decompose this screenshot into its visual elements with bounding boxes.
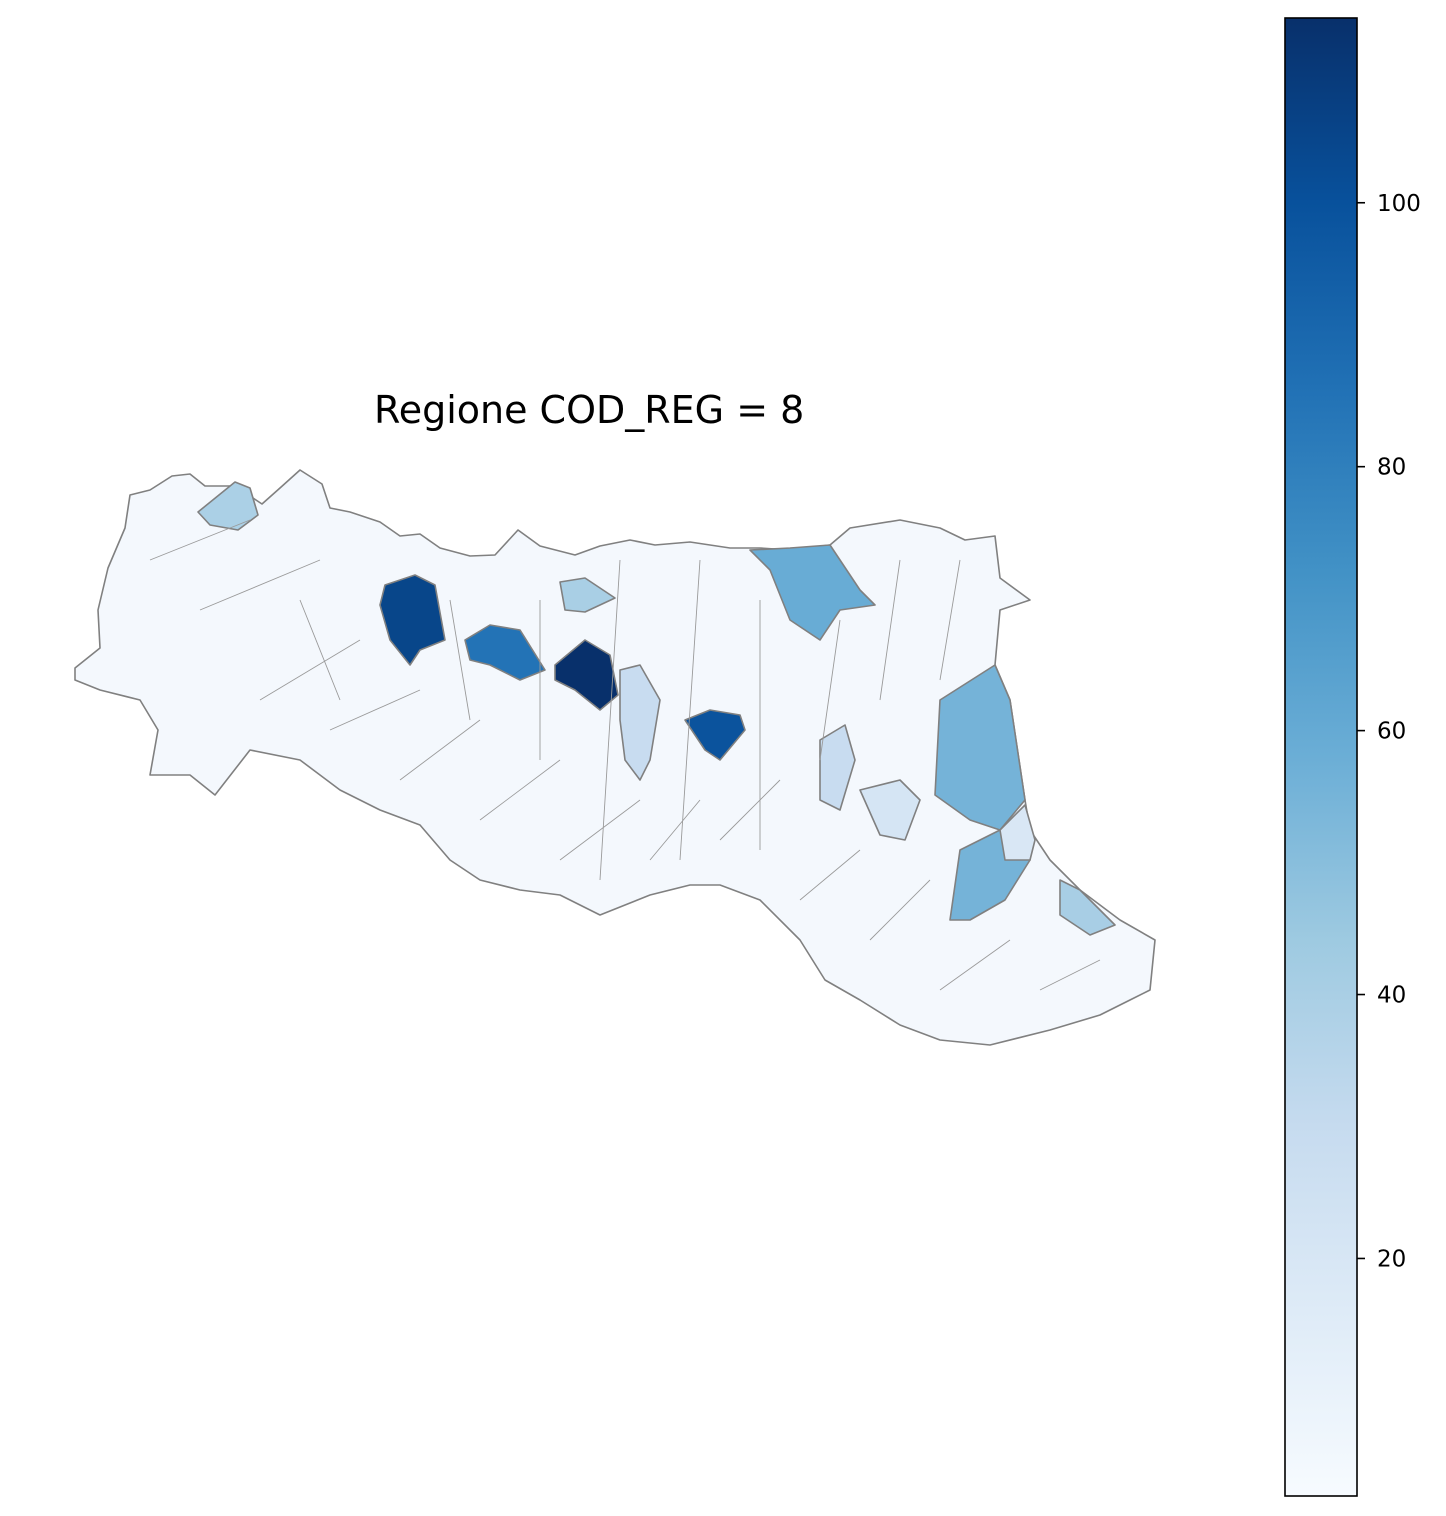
municipality-borders [149,519,1101,991]
colorbar-tick-label: 20 [1377,1246,1406,1272]
region-mid-5 [999,804,1036,861]
colorbar-tick-label: 60 [1377,719,1406,745]
region-reggio [379,574,446,666]
region-base [74,469,1156,1046]
colorbar-tick-label: 100 [1377,191,1421,217]
region-coast-east [934,664,1026,831]
map-title: Regione COD_REG = 8 [374,388,805,432]
region-modena [464,624,546,681]
colorbar-ticks: 20 40 60 80 100 [1357,191,1421,1272]
region-parma-north [197,481,259,531]
region-mid-4 [859,779,921,841]
region-mid-3 [819,724,856,811]
region-mid-2 [619,664,661,781]
region-mid-1 [559,577,616,613]
region-north-east [749,544,876,641]
colorbar-tick-label: 40 [1377,983,1406,1009]
region-bologna [554,639,619,711]
colorbar-gradient [1284,17,1358,1497]
colorbar-tick-label: 80 [1377,455,1406,481]
region-outline [74,469,1156,1046]
region-coast-rimini [1059,879,1116,936]
region-imola [684,709,746,761]
